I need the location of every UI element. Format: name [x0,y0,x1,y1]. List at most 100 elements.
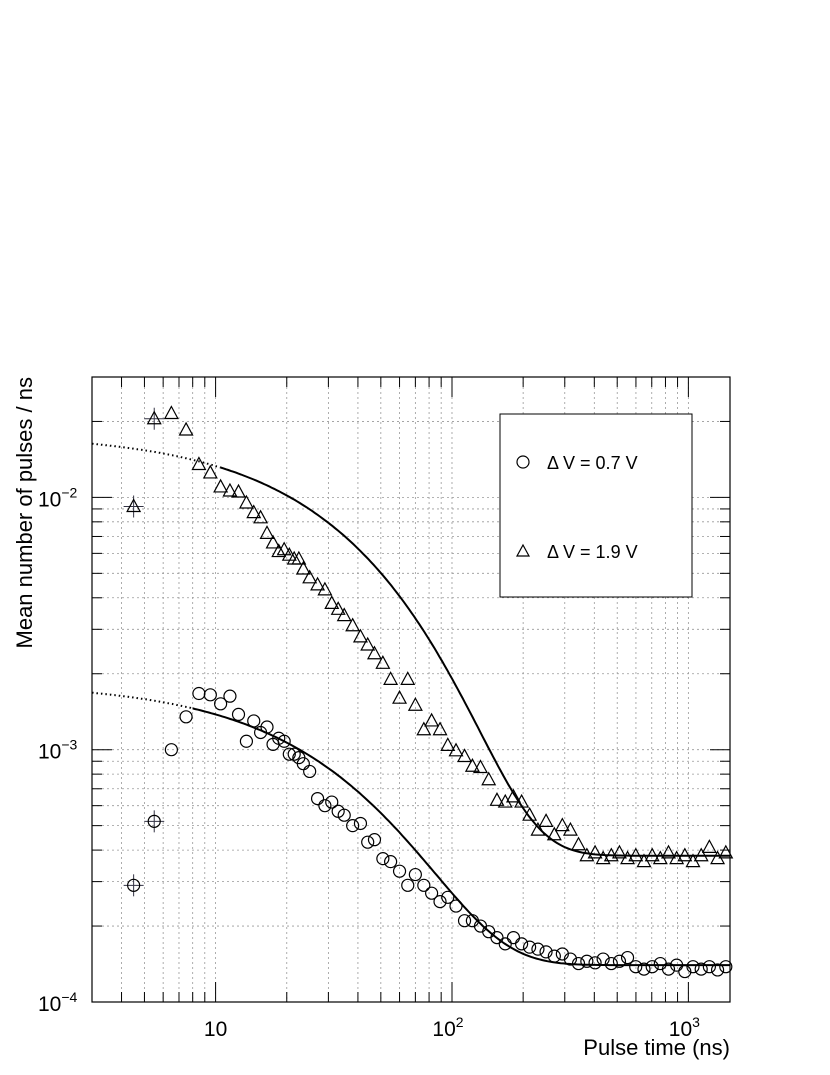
legend-label-0: Δ V = 0.7 V [547,453,638,473]
data-point-circle [612,954,627,968]
legend-label-1: Δ V = 1.9 V [547,542,638,562]
data-point-circle [203,688,217,702]
legend-marker-triangle [515,543,531,557]
data-point-circle [353,816,368,831]
data-point-triangle [514,793,530,808]
data-point-triangle [392,689,408,704]
data-point-triangle [276,541,292,556]
data-point-circle [523,940,537,954]
data-point-triangle [530,821,546,836]
data-point-circle [694,962,708,976]
data-point-triangle [163,405,179,420]
data-point-triangle [472,759,488,774]
data-point-circle [686,960,700,974]
data-point-circle [620,950,635,965]
data-point-circle [637,962,651,976]
data-point-circle [287,747,301,761]
series-circle [123,686,733,979]
legend: Δ V = 0.7 V Δ V = 1.9 V [499,413,693,598]
data-point-circle [441,890,455,904]
data-point-triangle [457,748,473,763]
data-point-triangle [400,671,416,685]
data-point-triangle [291,550,307,565]
data-point-circle [702,960,716,974]
data-point-circle [147,814,161,828]
data-point-triangle [324,595,340,610]
data-point-triangle [628,847,644,862]
data-point-triangle [265,534,281,549]
data-point-circle [392,864,407,878]
data-point-circle [719,960,733,974]
data-point-circle [563,952,578,966]
data-point-circle [223,689,237,703]
y-tick-label: 10−4 [38,989,78,1016]
data-point-triangle [352,628,368,643]
data-point-circle [260,720,274,734]
data-point-triangle [360,636,376,651]
data-point-triangle [497,793,513,808]
data-point-triangle [701,839,717,853]
x-tick-label: 10 [204,1018,227,1041]
data-point-circle [653,956,667,971]
data-point-triangle [554,817,570,832]
data-point-circle [417,878,431,892]
fit-0.7V-extrapolation [92,691,193,710]
data-point-circle [531,942,545,956]
x-tick-label: 103 [669,1014,700,1041]
data-point-triangle [677,847,693,862]
data-point-triangle [440,737,456,751]
data-point-circle [514,937,529,951]
axis-ticks [91,376,730,1003]
data-point-circle [376,852,390,866]
data-point-triangle [660,844,677,859]
data-point-triangle [448,742,464,757]
data-point-circle [457,914,472,928]
data-point-circle [239,734,254,748]
data-point-circle [277,734,291,748]
data-point-circle [604,956,618,971]
series-triangle [123,405,734,868]
data-point-triangle [191,456,207,471]
data-point-circle [282,747,296,761]
data-point-circle [547,949,561,963]
data-point-circle [384,855,398,869]
data-point-triangle [246,504,262,519]
data-point-circle [670,958,684,972]
data-point-triangle [231,483,247,498]
data-point-triangle [222,482,238,497]
data-point-triangle [202,464,218,479]
data-point-triangle [310,576,326,591]
data-point-triangle [432,721,448,736]
data-point-circle [580,954,594,968]
data-point-triangle [271,543,287,558]
data-point-circle [629,960,643,974]
data-point-triangle [587,844,603,859]
data-point-circle [425,886,439,900]
data-point-circle [192,686,206,701]
legend-box [499,413,693,598]
data-point-circle [214,697,228,711]
data-point-circle [367,833,382,847]
data-point-circle [678,964,692,979]
data-point-circle [449,899,463,913]
data-point-triangle [505,788,521,803]
data-point-triangle [424,712,440,727]
fit-1.9V-extrapolation [92,442,221,469]
legend-marker-circle [516,455,530,469]
data-point-triangle [375,655,391,669]
data-point-circle [303,764,317,779]
data-point-triangle [213,478,229,493]
data-point-circle [539,945,553,959]
data-point-triangle [345,617,361,632]
data-point-circle [571,956,586,971]
data-point-triangle [522,806,538,821]
data-point-circle [433,894,447,909]
data-point-circle [596,952,610,966]
data-point-circle [506,930,521,945]
data-point-triangle [259,525,275,539]
data-point-triangle [489,792,505,806]
data-point-circle [361,835,375,849]
data-point-triangle [718,844,734,859]
data-point-circle [473,919,488,933]
